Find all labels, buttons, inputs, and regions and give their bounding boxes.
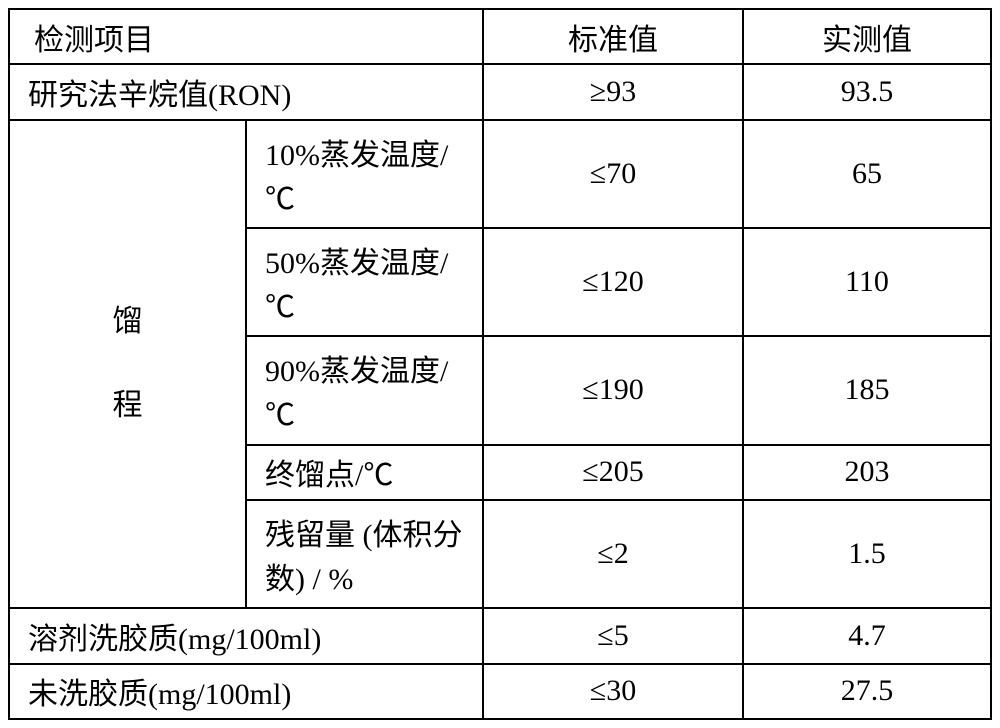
row-standard: ≥93 bbox=[483, 64, 743, 119]
row-measured: 203 bbox=[743, 445, 991, 500]
row-label: 研究法辛烷值(RON) bbox=[9, 64, 483, 119]
row-standard: ≤70 bbox=[483, 120, 743, 228]
table-row: 未洗胶质(mg/100ml) ≤30 27.5 bbox=[9, 664, 991, 719]
row-measured: 185 bbox=[743, 336, 991, 444]
row-measured: 27.5 bbox=[743, 664, 991, 719]
header-item: 检测项目 bbox=[9, 9, 483, 64]
row-standard: ≤190 bbox=[483, 336, 743, 444]
spec-table: 检测项目 标准值 实测值 研究法辛烷值(RON) ≥93 93.5 馏 程 10… bbox=[8, 8, 992, 720]
row-label: 90%蒸发温度/℃ bbox=[246, 336, 483, 444]
table-header-row: 检测项目 标准值 实测值 bbox=[9, 9, 991, 64]
row-label: 残留量 (体积分数) / % bbox=[246, 500, 483, 608]
row-measured: 4.7 bbox=[743, 608, 991, 663]
row-label: 10%蒸发温度/℃ bbox=[246, 120, 483, 228]
row-measured: 1.5 bbox=[743, 500, 991, 608]
row-measured: 93.5 bbox=[743, 64, 991, 119]
header-standard: 标准值 bbox=[483, 9, 743, 64]
group-char-1: 馏 bbox=[113, 298, 143, 346]
header-measured: 实测值 bbox=[743, 9, 991, 64]
table-container: 检测项目 标准值 实测值 研究法辛烷值(RON) ≥93 93.5 馏 程 10… bbox=[0, 0, 1000, 728]
row-label: 终馏点/℃ bbox=[246, 445, 483, 500]
row-measured: 65 bbox=[743, 120, 991, 228]
group-label-text: 馏 程 bbox=[10, 121, 245, 608]
row-standard: ≤30 bbox=[483, 664, 743, 719]
row-label: 未洗胶质(mg/100ml) bbox=[9, 664, 483, 719]
row-label: 溶剂洗胶质(mg/100ml) bbox=[9, 608, 483, 663]
group-char-2: 程 bbox=[113, 382, 143, 430]
row-label: 50%蒸发温度/℃ bbox=[246, 228, 483, 336]
row-standard: ≤120 bbox=[483, 228, 743, 336]
row-standard: ≤205 bbox=[483, 445, 743, 500]
table-row: 研究法辛烷值(RON) ≥93 93.5 bbox=[9, 64, 991, 119]
table-row: 溶剂洗胶质(mg/100ml) ≤5 4.7 bbox=[9, 608, 991, 663]
row-measured: 110 bbox=[743, 228, 991, 336]
group-label-distillation: 馏 程 bbox=[9, 120, 246, 609]
table-row: 馏 程 10%蒸发温度/℃ ≤70 65 bbox=[9, 120, 991, 228]
row-standard: ≤2 bbox=[483, 500, 743, 608]
row-standard: ≤5 bbox=[483, 608, 743, 663]
